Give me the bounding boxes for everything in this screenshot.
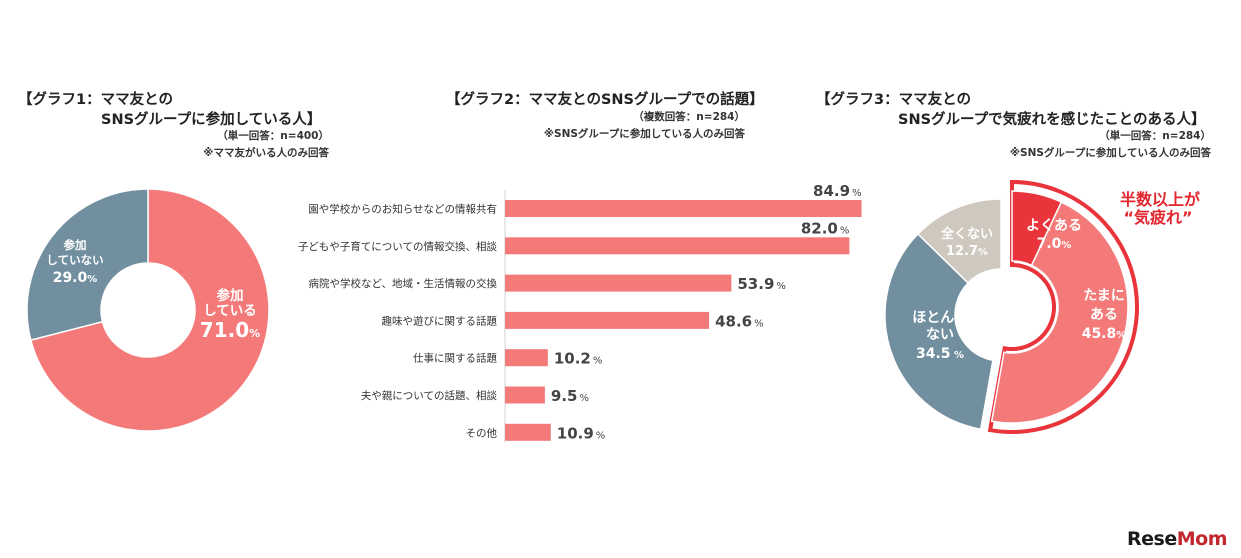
donut3-label-rarely-unit: %	[951, 350, 965, 361]
bar-value-number-0: 84.9	[813, 182, 850, 200]
bar-category-label-6: その他	[466, 426, 498, 439]
donut3-label-often-unit: %	[1061, 240, 1071, 251]
bar-value-unit-6: %	[596, 430, 606, 441]
bar-3	[505, 311, 710, 329]
bar-value-number-2: 53.9	[737, 275, 774, 293]
donut3-label-sometimes-line: ある	[1090, 307, 1118, 323]
donut3-label-never-line: 全くない	[940, 226, 993, 242]
bar-2	[505, 274, 732, 292]
callout-line1: 半数以上が	[1120, 190, 1200, 209]
donut3-label-rarely: ほとんどない 34.5 %	[912, 310, 968, 362]
donut3-label-sometimes: たまにある 45.8%	[1082, 288, 1127, 342]
graph1-meta-line2: ※ママ友がいる人のみ回答	[203, 147, 329, 159]
resemom-logo: ReseMom	[1127, 528, 1227, 550]
bar-value-number-4: 10.2	[554, 350, 591, 368]
donut3-label-sometimes-unit: %	[1116, 330, 1126, 341]
logo-part-2: Mom	[1176, 528, 1228, 550]
donut3-slice-3	[916, 198, 1002, 284]
donut3-label-sometimes-value: 45.8	[1082, 326, 1117, 342]
bar-category-label-5: 夫や親についての話題、相談	[361, 389, 498, 402]
donut1-label-not-participating-line: 参加	[63, 238, 87, 252]
donut3-slice-2	[884, 232, 994, 431]
graph1-title-line2: SNSグループに参加している人】	[101, 112, 322, 128]
bar-5	[505, 386, 545, 404]
donut3-label-rarely-value: 34.5	[916, 346, 951, 362]
graph3-meta-line1: （単一回答：n=284）	[1099, 130, 1211, 142]
callout-line2: “気疲れ”	[1123, 208, 1192, 227]
donut3-slice-1	[990, 201, 1129, 424]
donut3-label-never-unit: %	[978, 247, 988, 258]
donut1-label-participating-line: している	[203, 303, 257, 319]
graph1-title-line1: 【グラフ1：ママ友との	[18, 92, 173, 108]
graph3-title-line2: SNSグループで気疲れを感じたことのある人】	[898, 112, 1206, 128]
bar-value-label-0: 84.9%	[813, 182, 862, 200]
donut1-label-participating-unit: %	[249, 327, 260, 340]
bar-value-unit-5: %	[579, 393, 589, 404]
bar-value-unit-1: %	[840, 225, 850, 236]
bar-category-label-1: 子どもや子育てについての情報交換、相談	[298, 240, 498, 253]
donut3-label-rarely-line: ない	[926, 327, 954, 343]
bar-6	[505, 423, 551, 441]
donut1-label-participating-line: 参加	[217, 287, 244, 304]
bar-value-label-5: 9.5%	[551, 387, 589, 405]
bar-value-label-4: 10.2%	[554, 350, 603, 368]
donut3-label-often-line: よくある	[1026, 218, 1082, 234]
donut1-label-not-participating: 参加していない 29.0%	[46, 238, 103, 286]
bar-value-label-2: 53.9%	[737, 275, 786, 293]
graph1-meta-line1: （単一回答：n=400）	[217, 130, 329, 142]
donut3-label-rarely-line: ほとんど	[912, 310, 968, 326]
donut1-label-not-participating-unit: %	[87, 274, 97, 285]
bar-value-number-1: 82.0	[801, 219, 838, 237]
bar-category-label-3: 趣味や遊びに関する話題	[382, 314, 498, 327]
bar-value-label-1: 82.0%	[801, 219, 850, 237]
logo-part-1: Rese	[1127, 528, 1177, 550]
donut1-label-participating: 参加している 71.0%	[200, 287, 260, 342]
donut1-label-participating-value: 71.0	[200, 318, 249, 342]
bar-value-number-3: 48.6	[715, 312, 752, 330]
donut1-slice-0	[29, 188, 270, 432]
donut3-label-never: 全くない 12.7%	[940, 226, 993, 259]
donut3-label-sometimes-line: たまに	[1083, 288, 1125, 304]
bar-1	[505, 237, 850, 255]
bar-value-label-3: 48.6%	[715, 312, 764, 330]
bar-category-label-4: 仕事に関する話題	[413, 352, 497, 365]
graph2-meta-line2: ※SNSグループに参加している人のみ回答	[543, 128, 745, 140]
bar-value-number-6: 10.9	[557, 424, 594, 442]
graph3-title-line1: 【グラフ3：ママ友との	[816, 92, 971, 108]
bar-value-unit-0: %	[852, 188, 862, 199]
graph2-title: 【グラフ2：ママ友とのSNSグループでの話題】	[446, 92, 764, 108]
donut1-label-not-participating-value: 29.0	[53, 270, 88, 286]
donut3-label-often-value: 7.0	[1037, 236, 1062, 252]
donut1-slice-1	[26, 188, 149, 342]
bar-value-number-5: 9.5	[551, 387, 578, 405]
bar-value-unit-2: %	[776, 281, 786, 292]
bar-category-label-0: 園や学校からのお知らせなどの情報共有	[308, 203, 497, 216]
bar-0	[505, 200, 862, 217]
graph3-meta-line2: ※SNSグループに参加している人のみ回答	[1009, 147, 1211, 159]
bar-4	[505, 349, 548, 367]
bar-value-label-6: 10.9%	[557, 424, 606, 442]
graph2-meta-line1: （複数回答：n=284）	[633, 111, 745, 123]
bar-category-label-2: 病院や学校など、地域・生活情報の交換	[309, 277, 498, 290]
donut3-label-never-value: 12.7	[946, 244, 978, 259]
donut3-label-often: よくある 7.0%	[1026, 218, 1082, 252]
donut1-label-not-participating-line: していない	[46, 253, 103, 267]
bar-value-unit-4: %	[593, 356, 603, 367]
bar-value-unit-3: %	[754, 318, 764, 329]
